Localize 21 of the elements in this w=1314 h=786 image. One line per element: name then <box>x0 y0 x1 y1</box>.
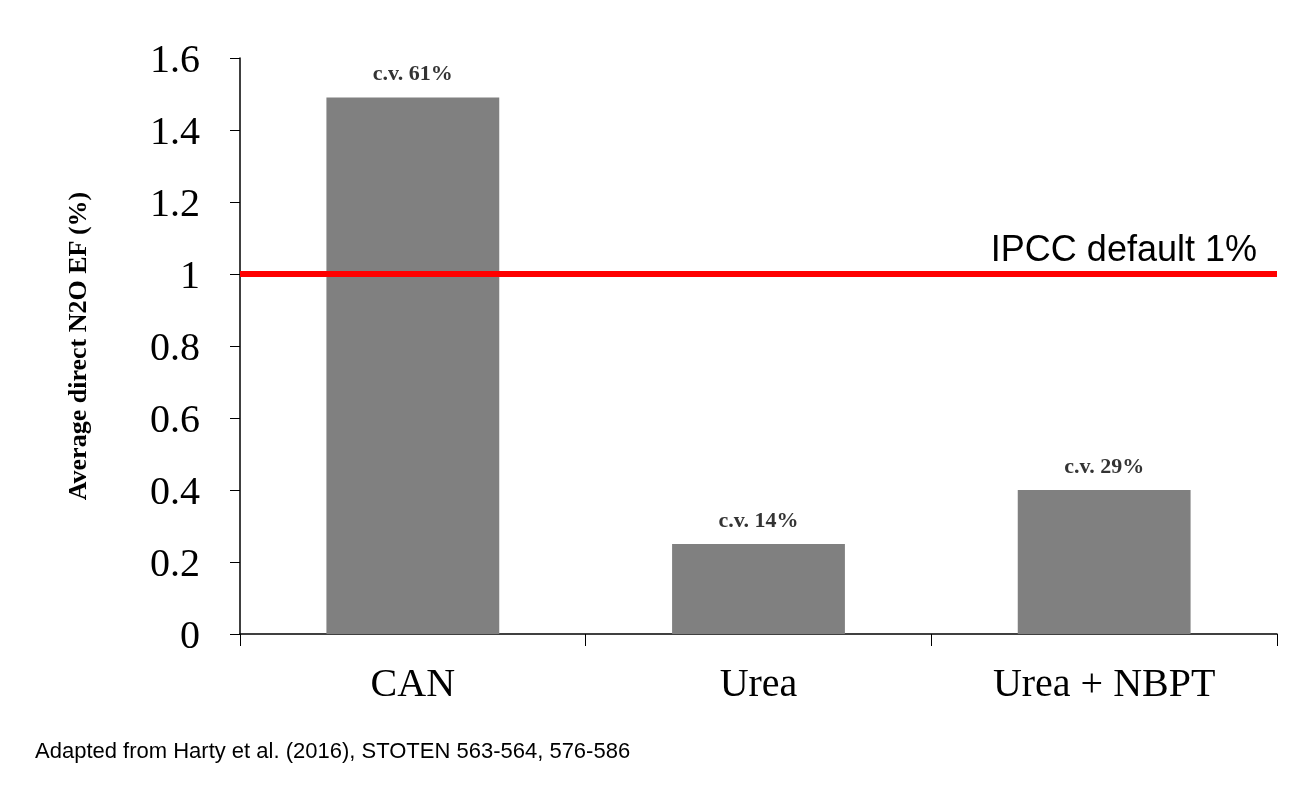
text: Adapted from Harty et al. (2016), STOTEN 563-564, 576-586 <box>35 738 631 764</box>
y-tick-label: 0.8 <box>150 323 200 369</box>
y-tick-label: 0 <box>180 611 200 657</box>
x-tick-label: CAN <box>370 659 456 705</box>
annotation: c.v. 14% <box>718 506 799 532</box>
y-tick-label: 0.6 <box>150 395 200 441</box>
annotation: c.v. 29% <box>1064 452 1145 478</box>
y-tick-label: 1.6 <box>150 35 200 81</box>
annotation: c.v. 61% <box>372 60 453 86</box>
y-tick-label: 1.2 <box>150 179 200 225</box>
y-tick-label: 0.4 <box>150 467 200 513</box>
x-tick-label: Urea + NBPT <box>992 659 1216 705</box>
bar <box>326 97 500 634</box>
bar <box>672 544 845 634</box>
y-tick-label: 1 <box>180 251 200 297</box>
x-tick-label: Urea <box>719 659 798 705</box>
y-tick-label: 1.4 <box>150 107 200 153</box>
ref-line-label: IPCC default 1% <box>990 227 1257 269</box>
y-tick-label: 0.2 <box>150 539 200 585</box>
bar <box>1017 490 1191 634</box>
y-axis-title: Average direct N2O EF (%) <box>62 191 92 501</box>
